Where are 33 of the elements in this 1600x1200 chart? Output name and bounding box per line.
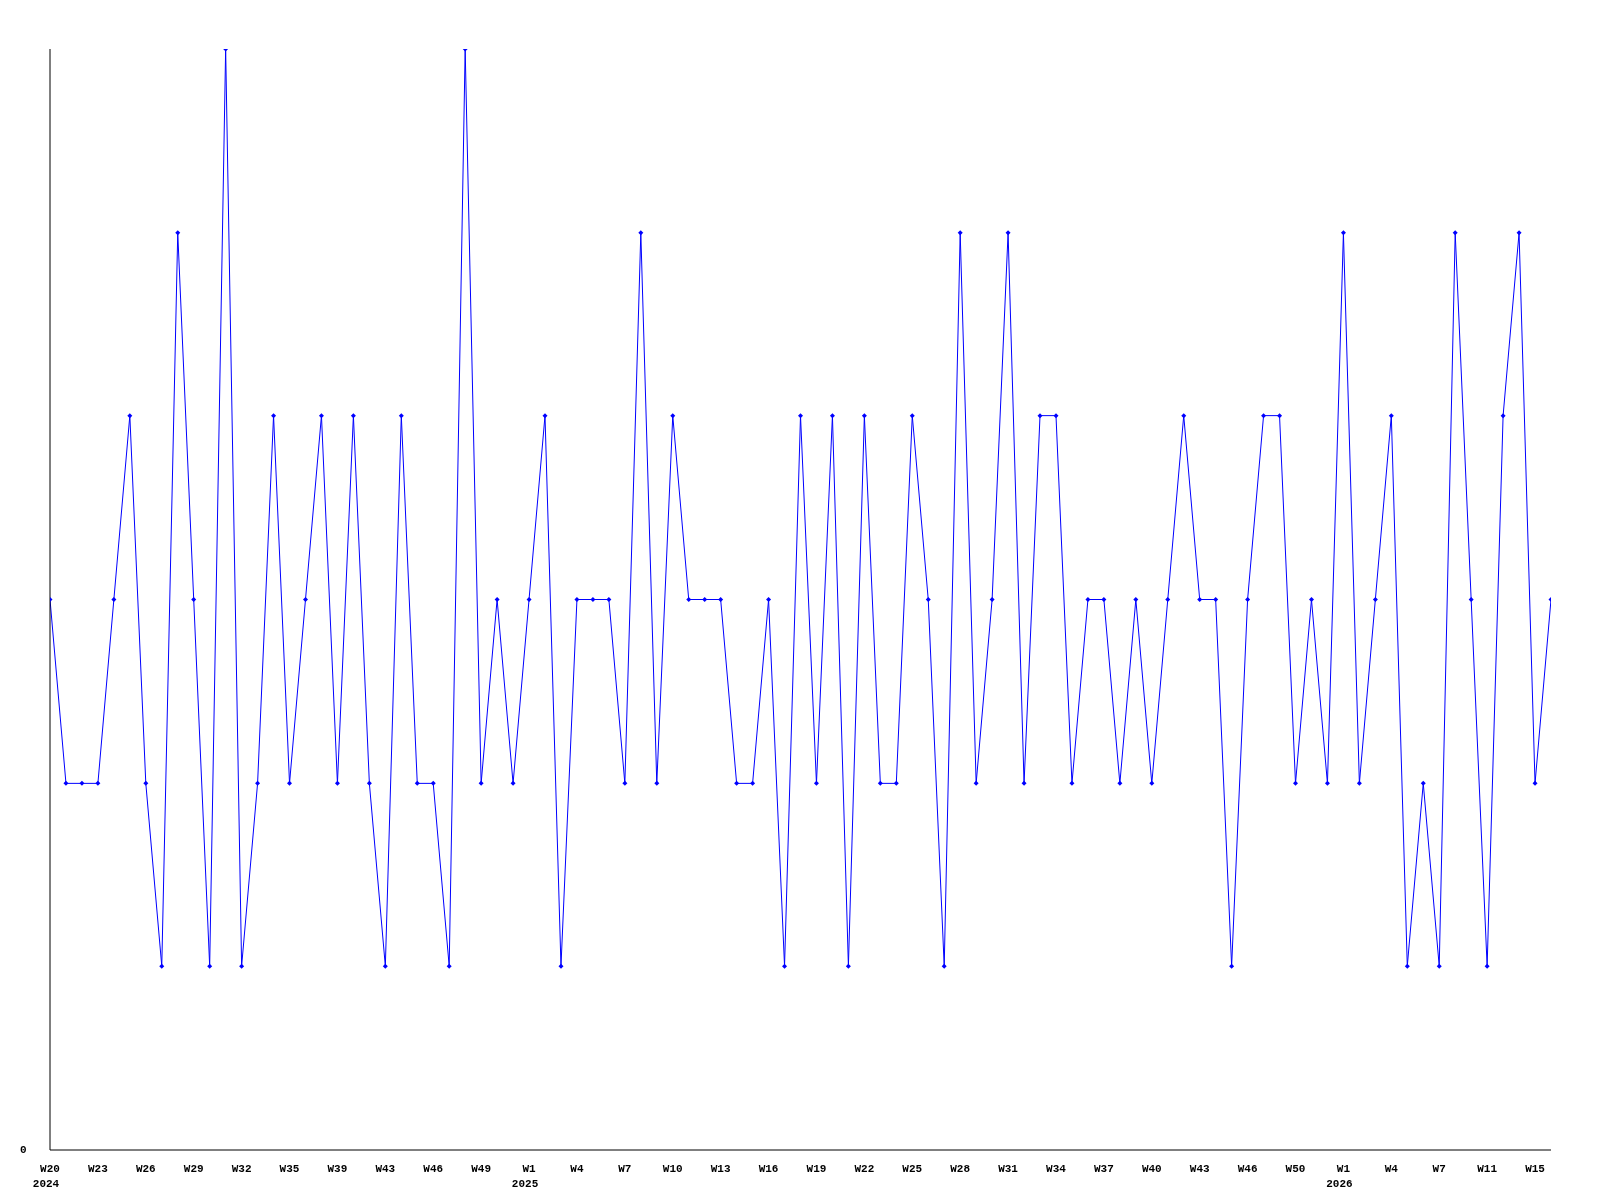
text: 0 — [20, 1144, 27, 1156]
x-tick-label: W46 — [1237, 1163, 1258, 1175]
x-tick-label: W11 — [1477, 1163, 1498, 1175]
x-tick-label: W34 — [1046, 1163, 1067, 1175]
x-tick-label: W31 — [998, 1163, 1019, 1175]
x-tick-label: W25 — [902, 1163, 923, 1175]
x-tick-label: W7 — [618, 1163, 632, 1175]
x-tick-label: W26 — [135, 1163, 156, 1175]
x-tick-label: W10 — [662, 1163, 683, 1175]
x-tick-label: W49 — [471, 1163, 492, 1175]
x-tick-label: W23 — [88, 1163, 109, 1175]
x-tick-label: W19 — [806, 1163, 827, 1175]
x-tick-label: W43 — [1189, 1163, 1210, 1175]
x-tick-label: W39 — [327, 1163, 348, 1175]
x-tick-label: W1 2026 — [1326, 1163, 1353, 1190]
x-tick-label: W7 — [1432, 1163, 1446, 1175]
x-tick-label: W16 — [758, 1163, 779, 1175]
x-tick-label: W4 — [1384, 1163, 1399, 1175]
x-tick-label: W43 — [375, 1163, 396, 1175]
x-tick-label: W46 — [423, 1163, 444, 1175]
x-tick-label: W4 — [570, 1163, 584, 1175]
x-tick-label: W20 2024 — [32, 1163, 60, 1190]
x-tick-label: W50 — [1285, 1163, 1306, 1175]
x-tick-label: W32 — [231, 1163, 252, 1175]
x-tick-label: W15 — [1525, 1163, 1546, 1175]
x-tick-label: W22 — [854, 1163, 875, 1175]
x-tick-label: W13 — [710, 1163, 731, 1175]
x-tick-label: W28 — [950, 1163, 971, 1175]
x-tick-label: W29 — [183, 1163, 204, 1175]
x-tick-label: W40 — [1141, 1163, 1162, 1175]
x-tick-label: W1 2025 — [511, 1163, 539, 1190]
x-tick-label: W35 — [279, 1163, 300, 1175]
x-tick-label: W37 — [1093, 1163, 1114, 1175]
